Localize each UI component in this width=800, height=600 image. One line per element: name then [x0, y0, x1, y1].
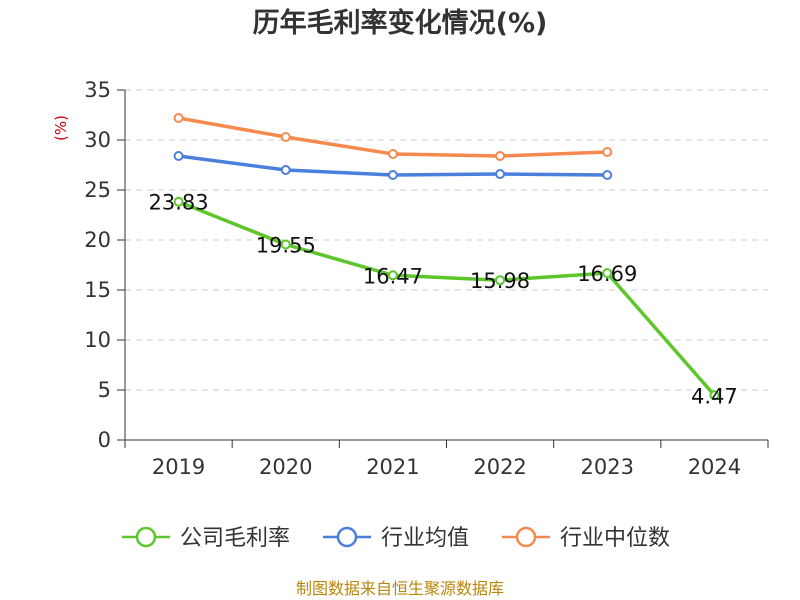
x-tick-label: 2023	[581, 455, 634, 479]
data-label: 16.47	[363, 264, 423, 288]
data-label: 16.69	[577, 262, 637, 286]
data-point	[495, 275, 506, 286]
legend-item: 公司毛利率	[122, 526, 290, 551]
y-tick-label: 15	[84, 278, 111, 302]
data-point	[173, 196, 184, 207]
data-point	[280, 239, 291, 250]
data-label-layer: 23.83 19.55 16.47 15.98 16.69 4.47	[149, 191, 738, 409]
legend-marker	[336, 526, 358, 548]
data-point	[709, 390, 720, 401]
data-point	[280, 132, 291, 142]
legend: 公司毛利率 行业均值 行业中位数	[122, 526, 670, 551]
series-line	[176, 199, 717, 398]
data-label: 4.47	[691, 384, 738, 408]
y-axis-unit-label: (%)	[52, 115, 70, 141]
x-tick-label: 2020	[259, 455, 312, 479]
y-tick-label: 35	[84, 78, 111, 102]
data-point	[280, 165, 291, 175]
data-point	[602, 268, 613, 279]
chart-title: 历年毛利率变化情况(%)	[253, 7, 548, 39]
legend-item: 行业均值	[323, 526, 469, 551]
data-point	[602, 170, 613, 180]
data-point	[387, 149, 398, 159]
data-point	[495, 151, 506, 161]
x-tick-label: 2024	[688, 455, 741, 479]
y-tick-label: 30	[84, 128, 111, 152]
y-tick-label: 10	[84, 328, 111, 352]
x-tick-label: 2021	[366, 455, 419, 479]
axis-layer: 0 5 10 15 20 25 30 35 2019 2020 2021 2022 2023 2024	[84, 78, 769, 479]
grid-layer	[125, 89, 768, 391]
source-note: 制图数据来自恒生聚源数据库	[296, 579, 504, 598]
x-tick-label: 2019	[152, 455, 205, 479]
data-point	[173, 151, 184, 161]
y-tick-label: 0	[98, 428, 111, 452]
data-point	[387, 170, 398, 180]
data-label: 19.55	[256, 234, 316, 258]
data-label: 15.98	[470, 269, 530, 293]
legend-label: 公司毛利率	[180, 526, 290, 551]
y-tick-label: 5	[98, 378, 111, 402]
legend-label: 行业均值	[381, 526, 469, 551]
series-0	[173, 196, 720, 401]
data-label: 23.83	[149, 191, 209, 215]
series-layer	[173, 113, 720, 401]
x-tick-label: 2022	[473, 455, 526, 479]
data-point	[602, 147, 613, 157]
legend-label: 行业中位数	[560, 526, 670, 551]
data-point	[387, 270, 398, 281]
series-1	[173, 151, 613, 180]
legend-marker	[515, 526, 537, 548]
data-point	[173, 113, 184, 123]
legend-marker	[135, 526, 157, 548]
y-tick-label: 25	[84, 178, 111, 202]
y-tick-label: 20	[84, 228, 111, 252]
series-2	[173, 113, 613, 161]
legend-item: 行业中位数	[502, 526, 670, 551]
data-point	[495, 169, 506, 179]
